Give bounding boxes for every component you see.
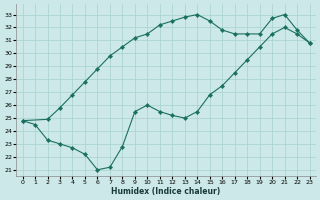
X-axis label: Humidex (Indice chaleur): Humidex (Indice chaleur) [111,187,221,196]
